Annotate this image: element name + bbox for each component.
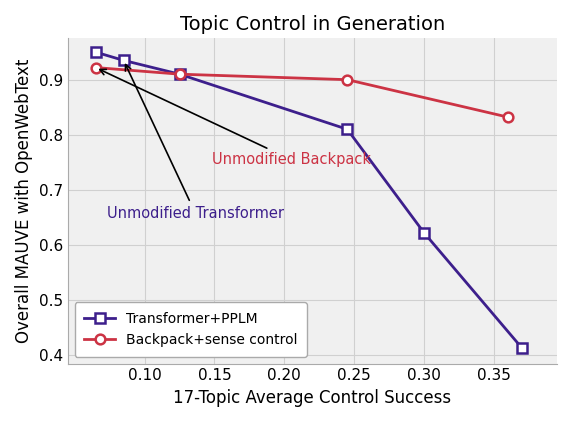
Backpack+sense control [92,65,99,70]
Backpack+sense control [344,77,351,82]
Transformer+PPLM [421,230,428,235]
Legend: Transformer+PPLM, Backpack+sense control: Transformer+PPLM, Backpack+sense control [74,302,307,357]
Transformer+PPLM [92,49,99,54]
Y-axis label: Overall MAUVE with OpenWebText: Overall MAUVE with OpenWebText [15,59,33,343]
Line: Transformer+PPLM: Transformer+PPLM [91,47,527,353]
Text: Unmodified Backpack: Unmodified Backpack [100,69,371,167]
Line: Backpack+sense control: Backpack+sense control [91,63,513,122]
Transformer+PPLM [176,72,183,77]
Title: Topic Control in Generation: Topic Control in Generation [180,15,445,34]
Backpack+sense control [505,115,511,120]
Backpack+sense control [176,72,183,77]
Text: Unmodified Transformer: Unmodified Transformer [107,65,284,221]
Transformer+PPLM [120,58,127,63]
X-axis label: 17-Topic Average Control Success: 17-Topic Average Control Success [173,389,451,407]
Transformer+PPLM [344,127,351,132]
Transformer+PPLM [519,346,526,351]
